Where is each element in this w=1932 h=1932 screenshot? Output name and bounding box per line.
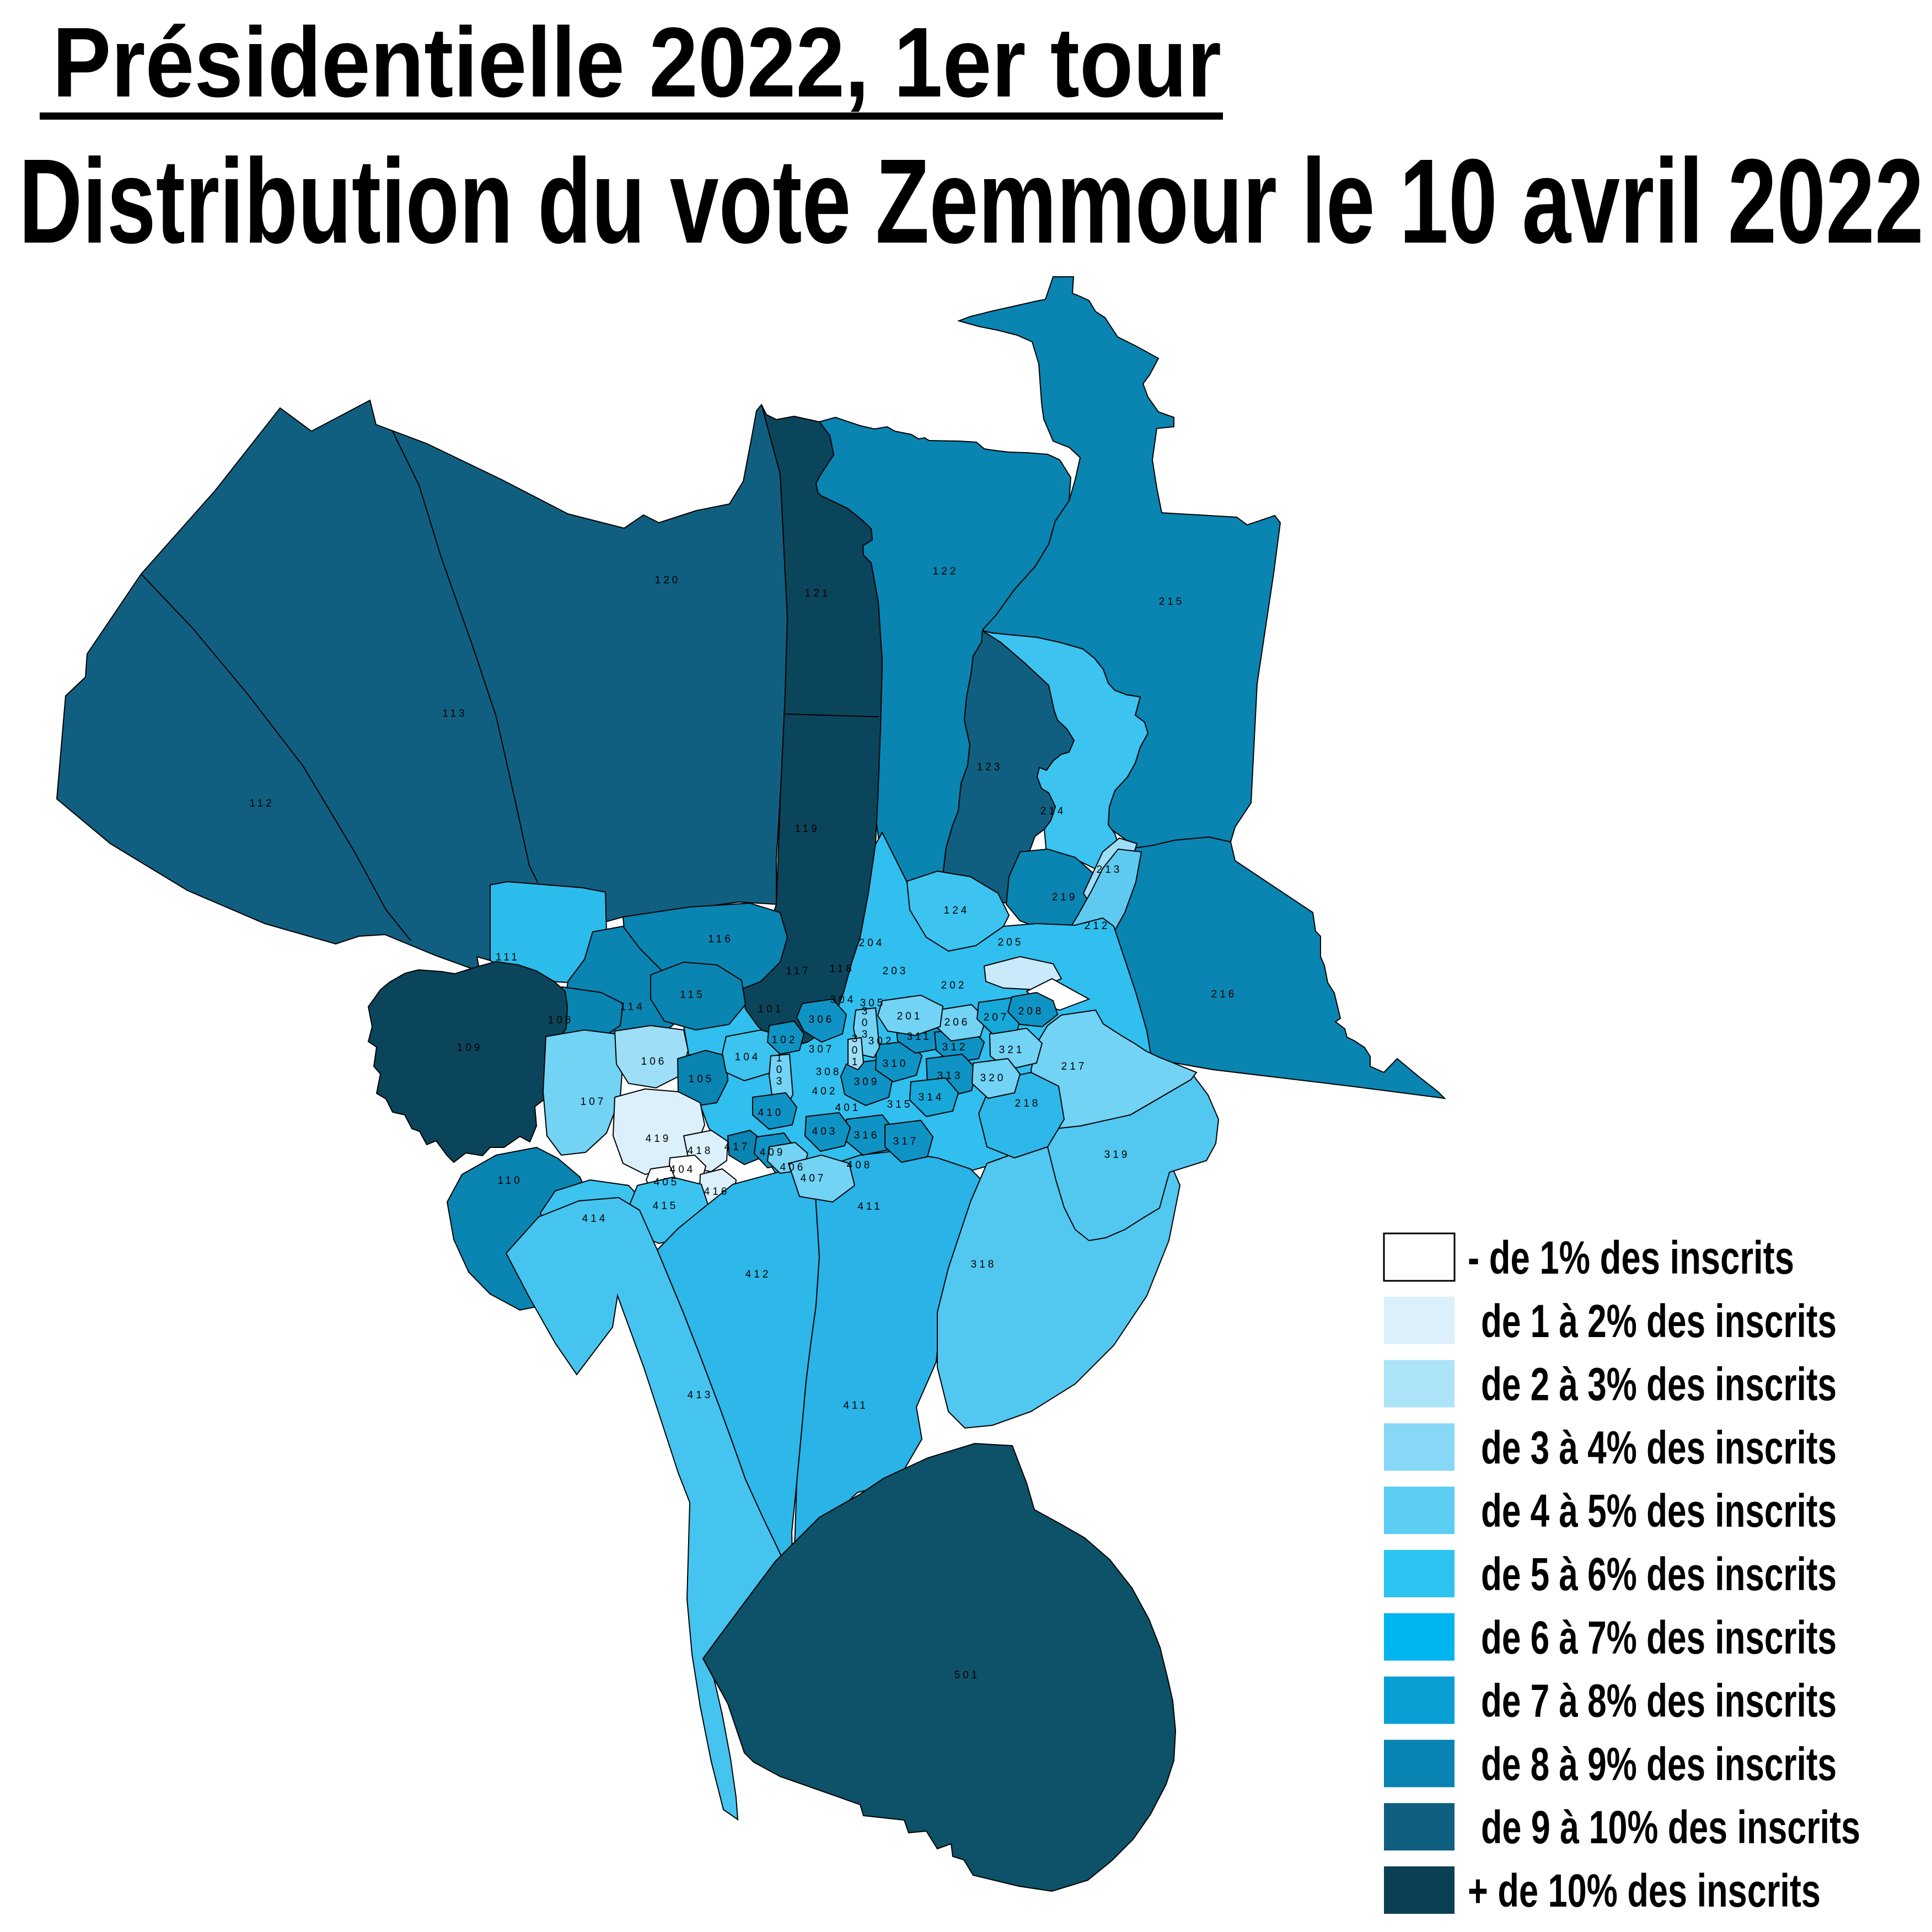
- svg-text:216: 216: [1211, 989, 1237, 1000]
- svg-text:404: 404: [670, 1164, 696, 1176]
- svg-text:113: 113: [442, 708, 467, 720]
- svg-text:de 4 à 5% des inscrits: de 4 à 5% des inscrits: [1481, 1485, 1837, 1537]
- svg-text:212: 212: [1085, 920, 1110, 932]
- svg-text:118: 118: [829, 963, 854, 975]
- svg-text:219: 219: [1052, 892, 1078, 903]
- svg-text:411: 411: [857, 1201, 882, 1212]
- svg-text:206: 206: [944, 1017, 970, 1028]
- svg-text:410: 410: [758, 1107, 784, 1119]
- svg-text:107: 107: [581, 1096, 607, 1108]
- svg-text:112: 112: [249, 798, 274, 809]
- svg-text:310: 310: [883, 1058, 909, 1070]
- svg-text:122: 122: [933, 566, 959, 577]
- svg-text:409: 409: [760, 1147, 786, 1158]
- svg-text:207: 207: [984, 1012, 1010, 1023]
- svg-text:de 2 à 3% des inscrits: de 2 à 3% des inscrits: [1481, 1359, 1837, 1410]
- svg-text:414: 414: [582, 1213, 608, 1225]
- svg-text:Distribution du vote Zemmour l: Distribution du vote Zemmour le 10 avril…: [19, 135, 1924, 269]
- svg-text:417: 417: [724, 1141, 750, 1153]
- svg-text:202: 202: [941, 980, 967, 991]
- svg-text:105: 105: [689, 1074, 715, 1085]
- svg-text:307: 307: [809, 1044, 835, 1055]
- svg-text:203: 203: [883, 965, 909, 977]
- svg-text:de 7 à 8% des inscrits: de 7 à 8% des inscrits: [1481, 1675, 1837, 1727]
- svg-text:308: 308: [816, 1066, 842, 1078]
- svg-text:305: 305: [860, 997, 886, 1009]
- svg-text:de 1 à 2% des inscrits: de 1 à 2% des inscrits: [1481, 1295, 1837, 1347]
- svg-text:318: 318: [971, 1259, 997, 1270]
- svg-text:121: 121: [805, 588, 831, 599]
- svg-text:108: 108: [548, 1015, 574, 1026]
- svg-text:117: 117: [786, 965, 811, 977]
- svg-text:109: 109: [457, 1042, 483, 1054]
- svg-text:217: 217: [1061, 1061, 1087, 1072]
- svg-text:408: 408: [847, 1160, 873, 1171]
- svg-text:311: 311: [906, 1031, 931, 1043]
- svg-text:312: 312: [942, 1042, 968, 1053]
- svg-text:413: 413: [688, 1389, 713, 1401]
- svg-text:111: 111: [496, 952, 520, 963]
- svg-text:418: 418: [688, 1145, 713, 1157]
- svg-text:de 6 à 7% des inscrits: de 6 à 7% des inscrits: [1481, 1612, 1837, 1663]
- svg-text:103: 103: [776, 1053, 782, 1087]
- svg-text:218: 218: [1015, 1098, 1041, 1109]
- svg-text:102: 102: [772, 1034, 798, 1046]
- svg-text:de 5 à 6% des inscrits: de 5 à 6% des inscrits: [1481, 1548, 1837, 1600]
- svg-text:501: 501: [954, 1670, 980, 1681]
- svg-text:405: 405: [654, 1177, 680, 1188]
- svg-text:205: 205: [998, 937, 1024, 948]
- svg-text:320: 320: [980, 1072, 1006, 1084]
- svg-text:116: 116: [708, 933, 733, 945]
- svg-text:303: 303: [862, 1006, 868, 1040]
- svg-text:104: 104: [735, 1051, 761, 1063]
- svg-text:204: 204: [859, 937, 885, 949]
- svg-text:415: 415: [653, 1200, 679, 1212]
- svg-text:316: 316: [854, 1130, 880, 1141]
- svg-text:106: 106: [641, 1056, 667, 1067]
- svg-text:403: 403: [812, 1126, 838, 1137]
- svg-text:313: 313: [937, 1070, 963, 1082]
- svg-text:317: 317: [893, 1136, 919, 1147]
- svg-text:Présidentielle 2022, 1er tour: Présidentielle 2022, 1er tour: [52, 7, 1221, 118]
- svg-text:101: 101: [758, 1003, 784, 1015]
- svg-text:412: 412: [745, 1269, 771, 1280]
- svg-text:406: 406: [780, 1162, 806, 1173]
- svg-text:402: 402: [812, 1086, 838, 1097]
- svg-text:301: 301: [852, 1033, 858, 1068]
- svg-text:302: 302: [868, 1035, 894, 1047]
- svg-text:114: 114: [620, 1001, 645, 1013]
- svg-text:120: 120: [655, 575, 681, 586]
- svg-text:201: 201: [897, 1011, 923, 1022]
- svg-text:- de 1% des inscrits: - de 1% des inscrits: [1468, 1232, 1794, 1284]
- svg-text:416: 416: [704, 1186, 730, 1198]
- svg-text:407: 407: [801, 1173, 827, 1184]
- svg-text:119: 119: [795, 823, 819, 835]
- svg-text:214: 214: [1040, 806, 1066, 817]
- svg-text:213: 213: [1097, 864, 1123, 876]
- svg-text:304: 304: [830, 994, 856, 1006]
- svg-text:215: 215: [1159, 596, 1185, 608]
- svg-text:401: 401: [835, 1102, 861, 1114]
- svg-text:419: 419: [646, 1133, 672, 1145]
- svg-text:411: 411: [843, 1400, 868, 1412]
- svg-text:306: 306: [809, 1014, 835, 1026]
- svg-text:de 3 à 4% des inscrits: de 3 à 4% des inscrits: [1481, 1421, 1837, 1473]
- svg-text:314: 314: [919, 1092, 944, 1103]
- svg-text:124: 124: [944, 905, 970, 916]
- svg-text:319: 319: [1104, 1149, 1130, 1161]
- svg-text:de 9 à 10% des inscrits: de 9 à 10% des inscrits: [1481, 1801, 1860, 1853]
- svg-text:309: 309: [854, 1076, 880, 1088]
- svg-text:123: 123: [977, 761, 1003, 773]
- svg-text:321: 321: [999, 1044, 1025, 1056]
- svg-text:de 8 à 9% des inscrits: de 8 à 9% des inscrits: [1481, 1738, 1837, 1790]
- svg-text:315: 315: [887, 1099, 913, 1110]
- svg-text:+ de 10% des inscrits: + de 10% des inscrits: [1468, 1865, 1821, 1917]
- svg-text:110: 110: [497, 1175, 522, 1187]
- svg-text:208: 208: [1018, 1006, 1044, 1017]
- svg-text:115: 115: [680, 989, 705, 1001]
